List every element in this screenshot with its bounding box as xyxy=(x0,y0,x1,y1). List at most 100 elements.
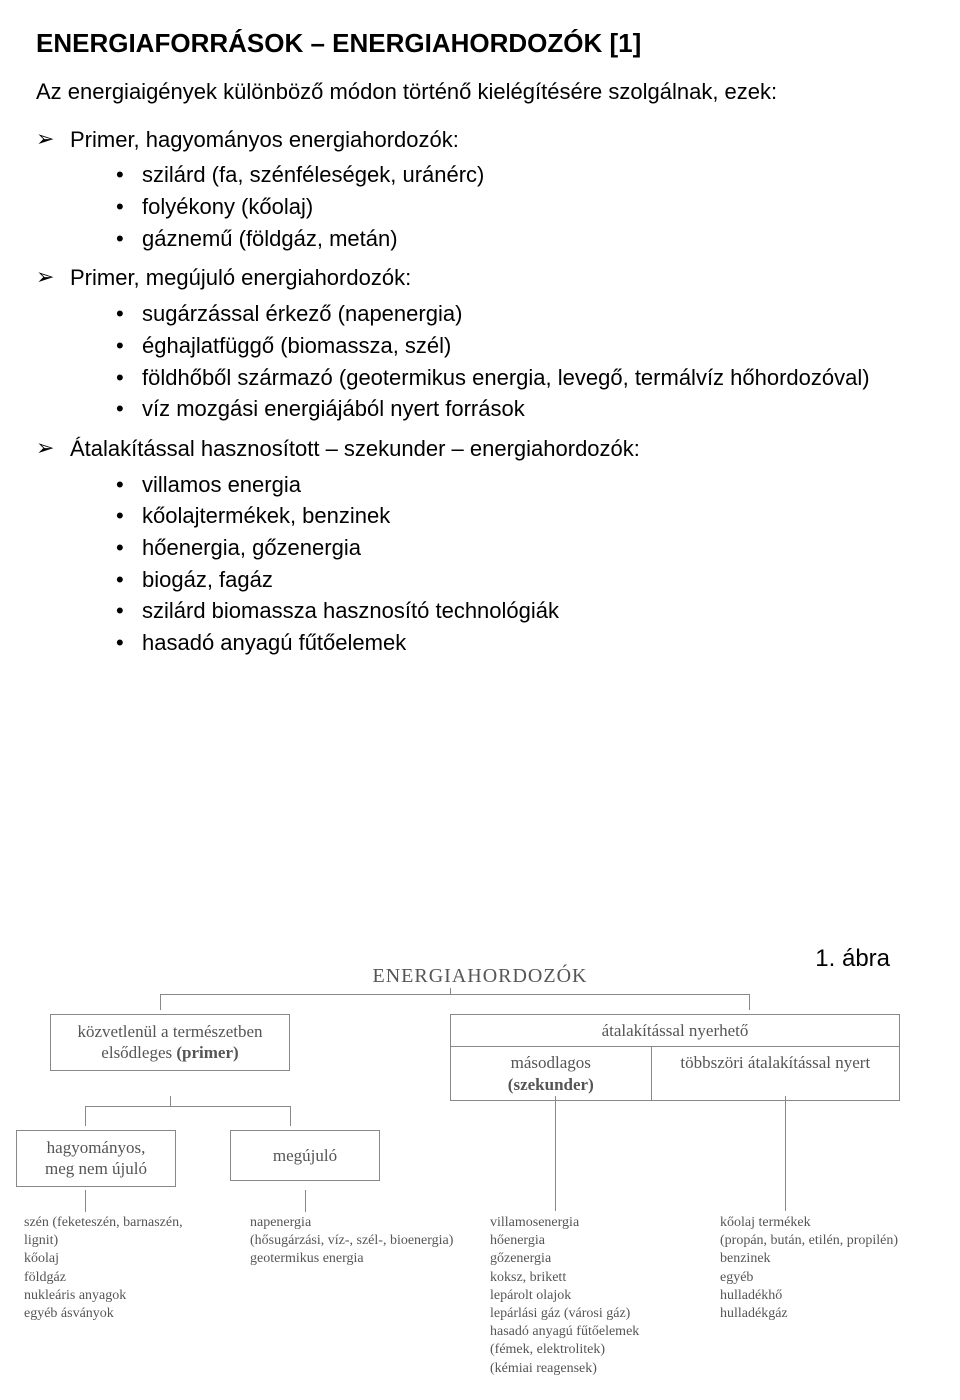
diagram-leaf-line: villamosenergia xyxy=(490,1214,639,1232)
diagram-leaf-line: benzinek xyxy=(720,1250,898,1268)
bullet-icon: • xyxy=(116,533,142,563)
diagram-leaf-line: gőzenergia xyxy=(490,1250,639,1268)
diagram-leaf-line: lepárolt olajok xyxy=(490,1287,639,1305)
list-item-text: gáznemű (földgáz, metán) xyxy=(142,224,398,254)
diagram-leaf-line: napenergia xyxy=(250,1214,453,1232)
diagram-box-line: átalakítással nyerhető xyxy=(451,1015,899,1047)
diagram-box-primer: közvetlenül a természetben elsődleges (p… xyxy=(50,1014,290,1071)
bullet-icon: • xyxy=(116,224,142,254)
diagram-box-conventional: hagyományos,meg nem újuló xyxy=(16,1130,176,1187)
diagram-leaf-line: hulladékgáz xyxy=(720,1305,898,1323)
arrow-icon: ➢ xyxy=(36,263,70,292)
arrow-icon: ➢ xyxy=(36,434,70,463)
list-item-text: biogáz, fagáz xyxy=(142,565,273,595)
bullet-icon: • xyxy=(116,299,142,329)
diagram-leaf-line: (hősugárzási, víz-, szél-, bioenergia) xyxy=(250,1232,453,1250)
diagram-leaf-line: hőenergia xyxy=(490,1232,639,1250)
list-item-text: kőolajtermékek, benzinek xyxy=(142,501,390,531)
bullet-icon: • xyxy=(116,394,142,424)
list-item: •sugárzással érkező (napenergia) xyxy=(116,299,924,329)
diagram-connector xyxy=(160,994,750,995)
diagram-connector xyxy=(305,1190,306,1212)
bullet-icon: • xyxy=(116,160,142,190)
content-list: ➢Primer, hagyományos energiahordozók:•sz… xyxy=(36,125,924,658)
diagram-leaf-line: hasadó anyagú fűtőelemek xyxy=(490,1323,639,1341)
list-item: •kőolajtermékek, benzinek xyxy=(116,501,924,531)
list-level-1: ➢Primer, hagyományos energiahordozók: xyxy=(36,125,924,155)
list-item-text: villamos energia xyxy=(142,470,301,500)
diagram-connector xyxy=(85,1190,86,1212)
diagram-leaf: napenergia(hősugárzási, víz-, szél-, bio… xyxy=(250,1214,453,1269)
list-item-text: folyékony (kőolaj) xyxy=(142,192,313,222)
bullet-icon: • xyxy=(116,565,142,595)
bullet-icon: • xyxy=(116,331,142,361)
diagram-leaf-line: (fémek, elektrolitek) xyxy=(490,1341,639,1359)
list-item: •folyékony (kőolaj) xyxy=(116,192,924,222)
diagram-leaf: villamosenergiahőenergiagőzenergiakoksz,… xyxy=(490,1214,639,1378)
diagram-title: ENERGIAHORDOZÓK xyxy=(30,965,930,988)
diagram-row-mid: hagyományos,meg nem újuló megújuló xyxy=(30,1130,930,1190)
list-item: •szilárd (fa, szénféleségek, uránérc) xyxy=(116,160,924,190)
list-item-text: szilárd (fa, szénféleségek, uránérc) xyxy=(142,160,484,190)
diagram-leaf: szén (feketeszén, barnaszén,lignit)kőola… xyxy=(24,1214,183,1323)
list-item: •gáznemű (földgáz, metán) xyxy=(116,224,924,254)
list-item: •földhőből származó (geotermikus energia… xyxy=(116,363,924,393)
diagram: ENERGIAHORDOZÓK közvetlenül a természetb… xyxy=(30,965,930,1214)
diagram-leaf-line: kőolaj xyxy=(24,1250,183,1268)
list-level-1: ➢Átalakítással hasznosított – szekunder … xyxy=(36,434,924,464)
list-item: •hasadó anyagú fűtőelemek xyxy=(116,628,924,658)
diagram-leaf-line: hulladékhő xyxy=(720,1287,898,1305)
list-item-text: víz mozgási energiájából nyert források xyxy=(142,394,525,424)
list-level-1: ➢Primer, megújuló energiahordozók: xyxy=(36,263,924,293)
diagram-connector xyxy=(85,1106,86,1126)
diagram-connector xyxy=(749,994,750,1010)
diagram-leaf: kőolaj termékek(propán, bután, etilén, p… xyxy=(720,1214,898,1323)
diagram-connector xyxy=(85,1106,290,1107)
diagram-box-line: közvetlenül a természetben xyxy=(59,1021,281,1042)
diagram-leaf-line: (kémiai reagensek) xyxy=(490,1360,639,1378)
diagram-connector xyxy=(290,1106,291,1126)
list-item-text: sugárzással érkező (napenergia) xyxy=(142,299,462,329)
diagram-connector xyxy=(170,1096,171,1106)
list-item-text: éghajlatfüggő (biomassza, szél) xyxy=(142,331,451,361)
list-item-text: hőenergia, gőzenergia xyxy=(142,533,361,563)
bullet-icon: • xyxy=(116,628,142,658)
diagram-leaf-line: szén (feketeszén, barnaszén, xyxy=(24,1214,183,1232)
diagram-connector-row xyxy=(30,1190,930,1214)
list-item: •szilárd biomassza hasznosító technológi… xyxy=(116,596,924,626)
list-item: •hőenergia, gőzenergia xyxy=(116,533,924,563)
diagram-box-sub: másodlagos(szekunder) xyxy=(451,1047,652,1100)
diagram-connector xyxy=(160,994,161,1010)
list-item: •víz mozgási energiájából nyert források xyxy=(116,394,924,424)
bullet-icon: • xyxy=(116,363,142,393)
bullet-icon: • xyxy=(116,501,142,531)
intro-text: Az energiaigények különböző módon történ… xyxy=(36,77,924,107)
arrow-icon: ➢ xyxy=(36,125,70,154)
diagram-leaf-line: egyéb ásványok xyxy=(24,1305,183,1323)
diagram-leaf-line: lepárlási gáz (városi gáz) xyxy=(490,1305,639,1323)
list-item-text: földhőből származó (geotermikus energia,… xyxy=(142,363,870,393)
diagram-box-sub: többszöri átalakítással nyert xyxy=(652,1047,899,1100)
list-heading: Primer, megújuló energiahordozók: xyxy=(70,263,411,293)
bullet-icon: • xyxy=(116,596,142,626)
diagram-leaf-line: lignit) xyxy=(24,1232,183,1250)
bullet-icon: • xyxy=(116,192,142,222)
bullet-icon: • xyxy=(116,470,142,500)
diagram-leaf-line: nukleáris anyagok xyxy=(24,1287,183,1305)
list-item-text: hasadó anyagú fűtőelemek xyxy=(142,628,406,658)
list-heading: Primer, hagyományos energiahordozók: xyxy=(70,125,459,155)
diagram-box-converted: átalakítással nyerhető másodlagos(szekun… xyxy=(450,1014,900,1101)
list-item: •éghajlatfüggő (biomassza, szél) xyxy=(116,331,924,361)
diagram-leaf-line: (propán, bután, etilén, propilén) xyxy=(720,1232,898,1250)
list-item: •biogáz, fagáz xyxy=(116,565,924,595)
diagram-box-renewable: megújuló xyxy=(230,1130,380,1181)
diagram-row-top: közvetlenül a természetben elsődleges (p… xyxy=(30,1014,930,1096)
list-item: •villamos energia xyxy=(116,470,924,500)
diagram-leaf-line: geotermikus energia xyxy=(250,1250,453,1268)
diagram-leaf-line: egyéb xyxy=(720,1269,898,1287)
diagram-connector-row xyxy=(30,1096,930,1130)
diagram-leaf-line: koksz, brikett xyxy=(490,1269,639,1287)
diagram-leaf-line: kőolaj termékek xyxy=(720,1214,898,1232)
diagram-box-line: elsődleges (primer) xyxy=(59,1042,281,1063)
list-heading: Átalakítással hasznosított – szekunder –… xyxy=(70,434,640,464)
